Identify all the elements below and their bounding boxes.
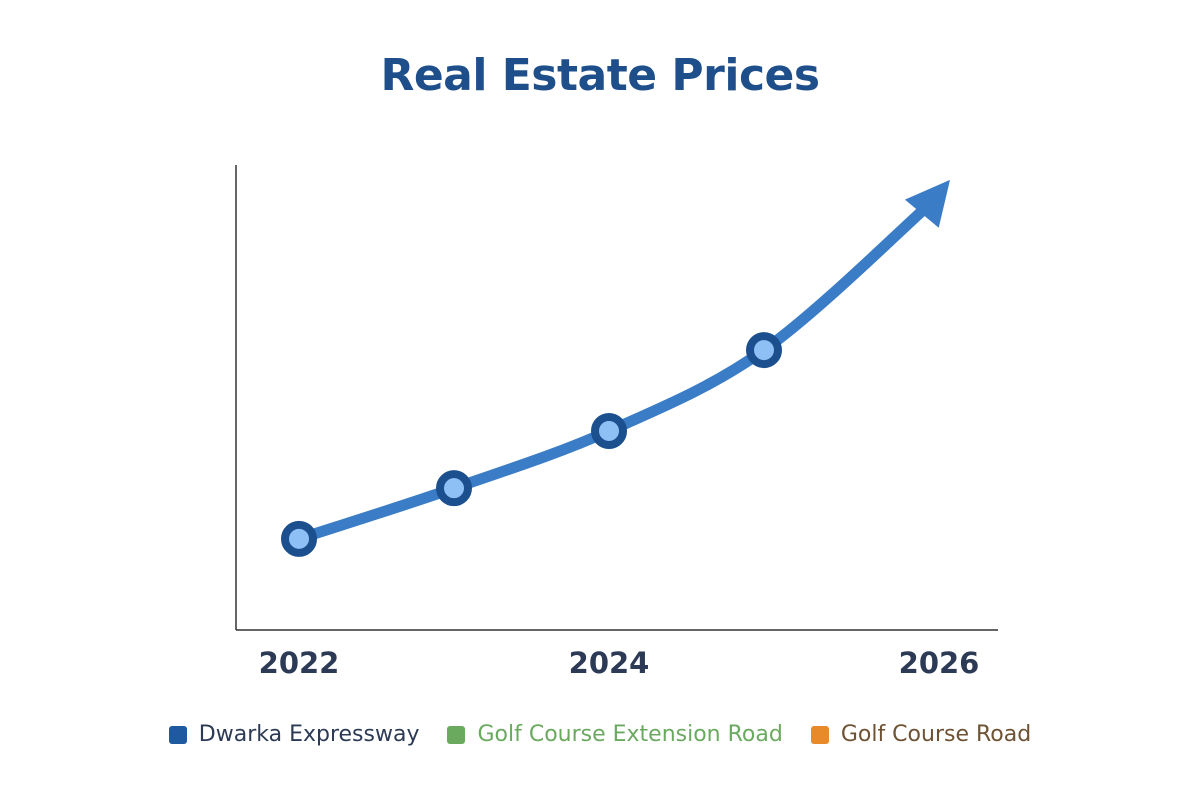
data-point[interactable]	[746, 332, 782, 369]
legend-label: Golf Course Road	[840, 722, 1032, 747]
data-point[interactable]	[281, 520, 317, 557]
series-line	[293, 198, 936, 545]
legend-item-dwarka-expressway[interactable]: Dwarka Expressway	[168, 722, 420, 747]
legend-label: Dwarka Expressway	[198, 722, 420, 747]
chart-title: Real Estate Prices	[380, 50, 820, 101]
legend-label: Golf Course Extension Road	[477, 722, 783, 747]
legend-swatch	[168, 725, 187, 744]
data-point[interactable]	[436, 470, 472, 507]
legend-swatch	[447, 725, 466, 744]
legend-swatch	[810, 725, 829, 744]
legend-item-golf-course-road[interactable]: Golf Course Road	[810, 722, 1032, 747]
data-point[interactable]	[591, 412, 627, 449]
legend-item-golf-course-extension-road[interactable]: Golf Course Extension Road	[447, 722, 783, 747]
x-tick-label: 2024	[569, 646, 650, 680]
x-tick-label: 2022	[259, 646, 340, 680]
trend-arrowhead	[904, 179, 950, 228]
legend: Dwarka Expressway Golf Course Extension …	[0, 722, 1200, 747]
x-tick-label: 2026	[899, 646, 980, 680]
